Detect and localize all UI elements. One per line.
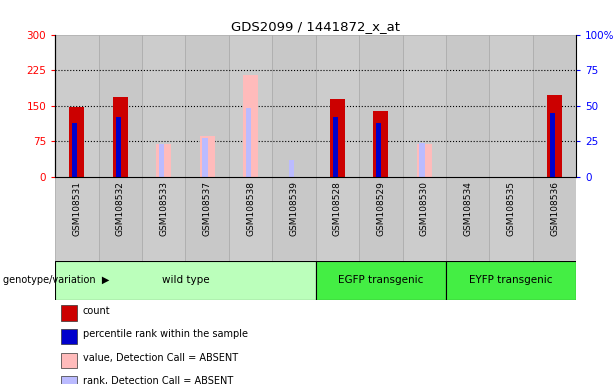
Bar [330, 99, 345, 177]
Bar [376, 122, 381, 177]
Text: GSM108531: GSM108531 [72, 181, 82, 236]
Bar [489, 35, 533, 177]
Text: value, Detection Call = ABSENT: value, Detection Call = ABSENT [83, 353, 238, 363]
Text: GSM108536: GSM108536 [550, 181, 559, 236]
Bar [142, 177, 185, 261]
Text: GSM108529: GSM108529 [376, 181, 386, 236]
Bar [446, 35, 489, 177]
Bar [55, 177, 99, 261]
Bar [272, 177, 316, 261]
Text: GSM108530: GSM108530 [420, 181, 428, 236]
Bar [61, 376, 77, 384]
Bar [373, 111, 389, 177]
Text: GSM108538: GSM108538 [246, 181, 255, 236]
Bar [489, 177, 533, 261]
Bar [69, 106, 85, 177]
Bar [115, 117, 121, 177]
Text: GSM108537: GSM108537 [203, 181, 211, 236]
Bar [61, 353, 77, 368]
Text: genotype/variation  ▶: genotype/variation ▶ [3, 275, 110, 285]
Bar [289, 160, 294, 177]
Bar [185, 35, 229, 177]
Bar [316, 261, 446, 300]
Text: wild type: wild type [162, 275, 209, 285]
Bar [446, 261, 576, 300]
Text: GSM108533: GSM108533 [159, 181, 168, 236]
Text: percentile rank within the sample: percentile rank within the sample [83, 329, 248, 339]
Bar [55, 261, 316, 300]
Text: GSM108528: GSM108528 [333, 181, 342, 236]
Bar [72, 122, 77, 177]
Bar [159, 144, 164, 177]
Bar [156, 144, 171, 177]
Bar [61, 329, 77, 344]
Bar [533, 35, 576, 177]
Bar [316, 35, 359, 177]
Bar [142, 35, 185, 177]
Bar [547, 95, 562, 177]
Bar [113, 97, 128, 177]
Bar [202, 138, 208, 177]
Bar [417, 144, 432, 177]
Text: GSM108539: GSM108539 [289, 181, 299, 236]
Bar [99, 35, 142, 177]
Bar [272, 35, 316, 177]
Bar [359, 35, 403, 177]
Bar [229, 177, 272, 261]
Bar [229, 35, 272, 177]
Bar [403, 177, 446, 261]
Bar [316, 177, 359, 261]
Text: GSM108532: GSM108532 [116, 181, 125, 236]
Bar [243, 75, 258, 177]
Text: EGFP transgenic: EGFP transgenic [338, 275, 424, 285]
Text: rank, Detection Call = ABSENT: rank, Detection Call = ABSENT [83, 376, 233, 384]
Bar [246, 108, 251, 177]
Bar [419, 142, 425, 177]
Text: EYFP transgenic: EYFP transgenic [470, 275, 553, 285]
Bar [99, 177, 142, 261]
Title: GDS2099 / 1441872_x_at: GDS2099 / 1441872_x_at [231, 20, 400, 33]
Bar [533, 177, 576, 261]
Bar [200, 136, 215, 177]
Text: count: count [83, 306, 110, 316]
Text: GSM108534: GSM108534 [463, 181, 472, 236]
Bar [446, 177, 489, 261]
Bar [333, 117, 338, 177]
Bar [359, 177, 403, 261]
Bar [550, 113, 555, 177]
Bar [55, 35, 99, 177]
Bar [403, 35, 446, 177]
Text: GSM108535: GSM108535 [506, 181, 516, 236]
Bar [61, 305, 77, 321]
Bar [185, 177, 229, 261]
